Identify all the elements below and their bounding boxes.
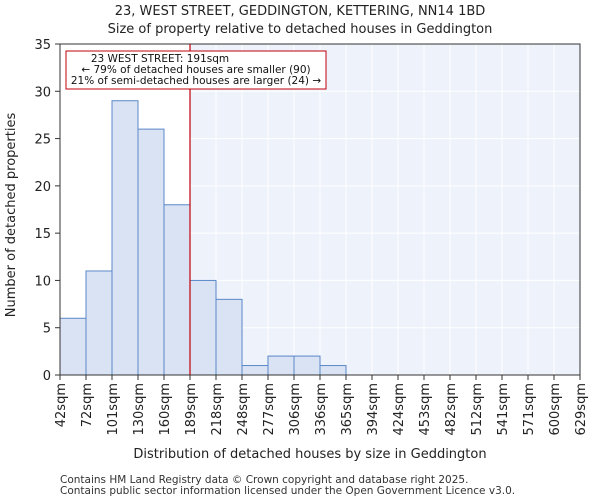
x-tick-label: 218sqm	[210, 383, 225, 436]
bar	[319, 365, 347, 376]
x-tick-label: 336sqm	[314, 383, 329, 436]
x-tick-label: 629sqm	[574, 383, 589, 436]
x-axis-label: Distribution of detached houses by size …	[133, 447, 486, 462]
x-tick-label: 277sqm	[262, 383, 277, 436]
x-tick-label: 42sqm	[54, 383, 69, 427]
y-tick-label: 20	[34, 180, 51, 195]
x-tick-label: 394sqm	[366, 383, 381, 436]
bar	[189, 279, 217, 376]
x-tick-label: 600sqm	[548, 383, 563, 436]
y-axis-label: Number of detached properties	[4, 113, 19, 318]
bar	[215, 298, 243, 376]
y-tick-label: 15	[34, 227, 51, 242]
x-tick-label: 160sqm	[158, 383, 173, 436]
x-tick-label: 365sqm	[340, 383, 355, 436]
bar	[267, 355, 295, 376]
footer-line-1: Contains HM Land Registry data © Crown c…	[60, 474, 468, 486]
bar	[163, 204, 191, 376]
x-tick-label: 482sqm	[444, 383, 459, 436]
y-tick-label: 25	[34, 133, 51, 148]
x-tick-label: 453sqm	[418, 383, 433, 436]
chart-subtitle: Size of property relative to detached ho…	[108, 22, 493, 37]
annotation-box	[65, 50, 327, 90]
chart-title: 23, WEST STREET, GEDDINGTON, KETTERING, …	[115, 4, 486, 19]
annotation-line-2: ← 79% of detached houses are smaller (90…	[81, 64, 310, 76]
bar	[59, 317, 87, 376]
x-tick-label: 424sqm	[392, 383, 407, 436]
annotation-line-3: 21% of semi-detached houses are larger (…	[71, 75, 322, 87]
x-tick-label: 248sqm	[236, 383, 251, 436]
bar	[111, 100, 139, 376]
y-tick-label: 35	[34, 38, 51, 53]
x-tick-label: 101sqm	[106, 383, 121, 436]
y-tick-label: 30	[34, 85, 51, 100]
bar	[241, 365, 269, 376]
x-tick-label: 130sqm	[132, 383, 147, 436]
annotation-line-1: 23 WEST STREET: 191sqm	[91, 53, 229, 65]
bar	[293, 355, 321, 376]
x-tick-label: 306sqm	[288, 383, 303, 436]
x-tick-label: 189sqm	[184, 383, 199, 436]
y-tick-label: 0	[43, 369, 51, 384]
plot-area: 0 5 10 15 20 25 30 35 42sqm 72sqm 101sqm 130sqm 160s…	[34, 38, 589, 436]
bar	[85, 270, 113, 376]
bar	[137, 128, 165, 376]
shaded-region	[190, 44, 580, 375]
x-tick-label: 72sqm	[80, 383, 95, 427]
x-tick-label: 571sqm	[522, 383, 537, 436]
x-tick-label: 512sqm	[470, 383, 485, 436]
footer-line-2: Contains public sector information licen…	[60, 485, 515, 497]
y-tick-label: 5	[43, 322, 51, 337]
y-tick-label: 10	[34, 274, 51, 289]
x-tick-label: 541sqm	[496, 383, 511, 436]
